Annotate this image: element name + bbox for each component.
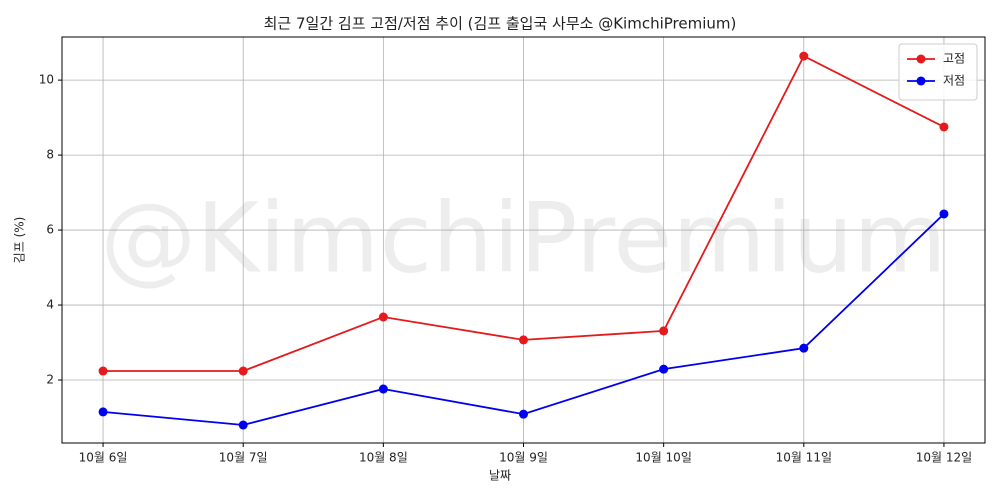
x-tick-label: 10월 8일 [359, 451, 408, 465]
data-point [659, 364, 669, 374]
y-tick-label: 4 [46, 298, 54, 312]
data-point [799, 51, 809, 61]
data-point [378, 384, 388, 394]
x-tick-label: 10월 7일 [219, 451, 268, 465]
legend-box [898, 43, 978, 101]
y-tick-label: 10 [39, 73, 54, 87]
data-point [238, 366, 248, 376]
data-point [659, 326, 669, 336]
data-point [238, 420, 248, 430]
data-point [799, 343, 809, 353]
data-point [939, 122, 949, 132]
data-point [98, 366, 108, 376]
y-tick-label: 8 [46, 148, 54, 162]
x-tick-label: 10월 9일 [499, 451, 548, 465]
data-point [378, 312, 388, 322]
legend-label: 고점 [943, 52, 965, 66]
y-tick-label: 6 [46, 223, 54, 237]
data-point [98, 407, 108, 417]
chart-title: 최근 7일간 김프 고점/저점 추이 (김프 출입국 사무소 @KimchiPr… [264, 15, 737, 33]
y-axis-label: 김프 (%) [13, 217, 27, 264]
legend-marker [916, 76, 926, 86]
x-tick-label: 10월 10일 [635, 451, 691, 465]
data-point [519, 409, 528, 419]
x-tick-label: 10월 12일 [916, 451, 972, 465]
legend-marker [916, 54, 926, 64]
legend-label: 저점 [943, 74, 965, 88]
x-tick-label: 10월 6일 [79, 451, 128, 465]
y-tick-label: 2 [46, 373, 54, 387]
data-point [939, 209, 949, 219]
x-tick-label: 10월 11일 [776, 451, 832, 465]
x-axis-label: 날짜 [489, 469, 511, 483]
plot-frame [61, 36, 986, 444]
data-point [519, 335, 528, 345]
